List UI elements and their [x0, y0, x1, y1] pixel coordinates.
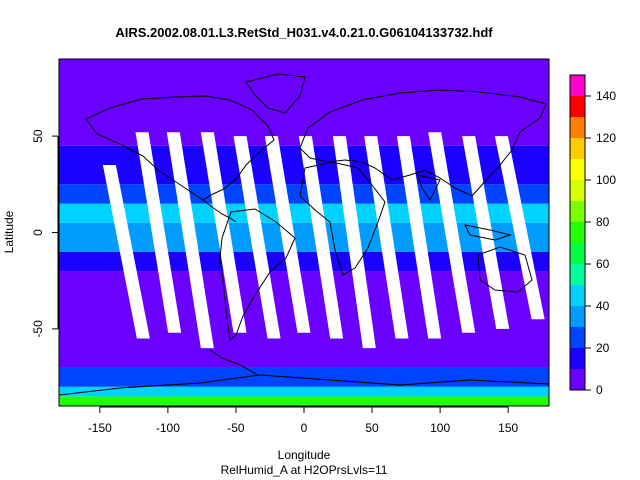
- colorbar: [569, 74, 586, 391]
- plot-frame: [58, 58, 550, 407]
- colorbar-tick-label: 60: [596, 257, 610, 271]
- y-tick-label: 0: [31, 229, 45, 236]
- x-tick-label: -150: [88, 421, 112, 435]
- colorbar-swatch-14: [570, 75, 585, 96]
- colorbar-tick-label: 80: [596, 215, 610, 229]
- australia-outline: [477, 246, 533, 293]
- missing-swath-12: [494, 136, 545, 320]
- colorbar-tick-label: 120: [596, 131, 616, 145]
- colorbar-axis: 0 20 40 60 80 100 120 140: [584, 89, 616, 397]
- x-tick-label: 50: [365, 421, 379, 435]
- plot-area: [59, 59, 549, 406]
- missing-data-swaths: [102, 132, 545, 349]
- x-tick-label: 100: [430, 421, 450, 435]
- missing-swath-0: [102, 165, 150, 339]
- heatmap-band-0: [59, 396, 549, 406]
- heatmap-band-1: [59, 386, 549, 397]
- x-axis-label: Longitude: [278, 448, 331, 462]
- x-tick-label: -50: [227, 421, 245, 435]
- y-axis: -50 0 50: [31, 129, 59, 338]
- missing-swath-11: [462, 136, 510, 329]
- colorbar-swatch-9: [570, 180, 585, 201]
- x-axis: -150 -100 -50 0 50 100 150: [88, 406, 518, 435]
- colorbar-swatch-3: [570, 306, 585, 327]
- colorbar-swatch-5: [570, 264, 585, 285]
- north-america-outline: [85, 95, 275, 201]
- colorbar-swatch-0: [570, 369, 585, 390]
- x-tick-label: 0: [301, 421, 308, 435]
- colorbar-tick-label: 100: [596, 173, 616, 187]
- colorbar-swatch-13: [570, 96, 585, 117]
- colorbar-swatch-11: [570, 138, 585, 159]
- greenland-outline: [245, 73, 306, 114]
- colorbar-tick-label: 40: [596, 299, 610, 313]
- x-tick-label: 150: [498, 421, 518, 435]
- africa-outline: [299, 161, 386, 276]
- missing-swath-6: [298, 136, 344, 339]
- colorbar-swatch-12: [570, 117, 585, 138]
- antarctica-outline: [59, 374, 549, 396]
- colorbar-swatch-10: [570, 159, 585, 180]
- colorbar-swatch-4: [570, 285, 585, 306]
- x-axis-sublabel: RelHumid_A at H2OPrsLvls=11: [221, 463, 388, 477]
- x-tick-label: -100: [156, 421, 180, 435]
- colorbar-tick-label: 0: [596, 383, 603, 397]
- indonesia-outline: [464, 224, 512, 241]
- missing-swath-1: [135, 132, 182, 333]
- south-america-outline: [219, 208, 296, 341]
- colorbar-swatch-2: [570, 327, 585, 348]
- heatmap-band-2: [59, 367, 549, 387]
- heatmap-band-9: [59, 59, 549, 146]
- missing-swath-7: [332, 136, 376, 349]
- missing-swath-2: [166, 132, 214, 349]
- colorbar-swatch-8: [570, 201, 585, 222]
- colorbar-tick-label: 140: [596, 89, 616, 103]
- antarctic-peninsula-outline: [209, 349, 259, 376]
- continent-outlines: [59, 73, 549, 396]
- missing-swath-10: [428, 132, 476, 333]
- central-america-outline: [202, 199, 237, 223]
- y-tick-label: 50: [31, 129, 45, 143]
- y-tick-label: -50: [31, 320, 45, 338]
- chart-title: AIRS.2002.08.01.L3.RetStd_H031.v4.0.21.0…: [115, 25, 493, 40]
- missing-swath-4: [233, 136, 281, 339]
- missing-swath-9: [396, 136, 442, 339]
- colorbar-tick-label: 20: [596, 341, 610, 355]
- colorbar-swatch-1: [570, 348, 585, 369]
- eurasia-outline: [299, 89, 547, 197]
- y-axis-label: Latitude: [2, 210, 16, 253]
- colorbar-swatch-7: [570, 222, 585, 243]
- india-outline: [417, 174, 441, 201]
- colorbar-swatch-6: [570, 243, 585, 264]
- heatmap-band-5: [59, 222, 549, 252]
- missing-swath-8: [364, 136, 409, 339]
- missing-swath-5: [264, 136, 311, 333]
- humidity-bands: [59, 59, 549, 406]
